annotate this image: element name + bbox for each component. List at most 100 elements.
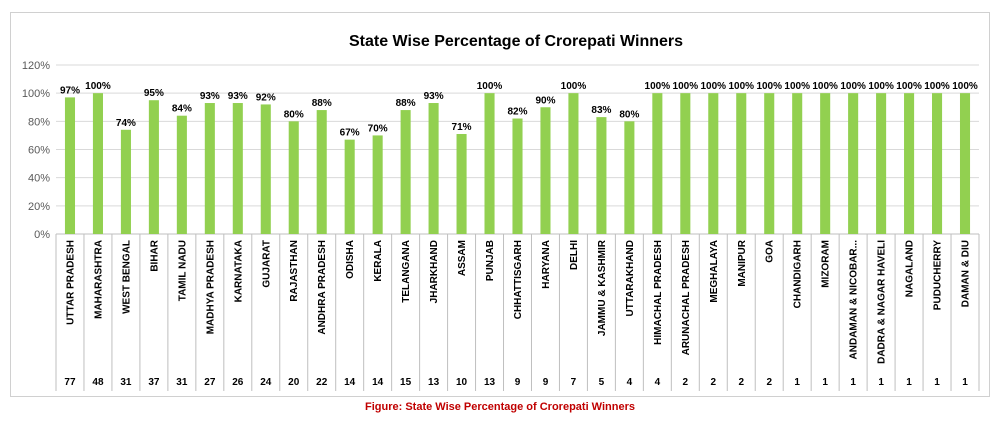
value-label: 71% xyxy=(452,122,472,133)
bar xyxy=(148,100,159,234)
count-label: 48 xyxy=(92,377,104,388)
value-label: 95% xyxy=(144,88,164,99)
count-label: 13 xyxy=(484,377,496,388)
category-label: PUNJAB xyxy=(485,240,496,281)
value-label: 88% xyxy=(312,98,332,109)
category-label: PUDUCHERRY xyxy=(933,240,944,311)
category-label: MADHYA PRADESH xyxy=(205,240,216,334)
count-label: 14 xyxy=(344,377,356,388)
value-label: 82% xyxy=(507,107,527,118)
count-label: 2 xyxy=(738,377,744,388)
count-label: 13 xyxy=(428,377,440,388)
value-label: 97% xyxy=(60,85,80,96)
chart-title: State Wise Percentage of Crorepati Winne… xyxy=(349,33,683,50)
bar xyxy=(260,104,271,234)
value-label: 100% xyxy=(561,81,587,92)
category-label: ODISHA xyxy=(345,240,356,279)
bar xyxy=(624,121,635,234)
y-tick-label: 60% xyxy=(28,145,50,157)
y-tick-label: 20% xyxy=(28,201,50,213)
category-label: TELANGANA xyxy=(401,240,412,303)
value-label: 100% xyxy=(952,81,978,92)
bar xyxy=(568,93,579,235)
count-label: 1 xyxy=(794,377,800,388)
count-label: 24 xyxy=(260,377,272,388)
value-label: 100% xyxy=(85,81,111,92)
y-tick-label: 80% xyxy=(28,116,50,128)
category-label: KARNATAKA xyxy=(233,240,244,302)
category-label: ASSAM xyxy=(457,240,468,276)
category-label: GUJARAT xyxy=(261,240,272,288)
bar xyxy=(372,135,383,234)
count-label: 31 xyxy=(120,377,132,388)
y-tick-label: 120% xyxy=(22,60,50,72)
bar xyxy=(288,121,299,234)
category-label: WEST BENGAL xyxy=(121,240,132,314)
value-label: 90% xyxy=(535,95,555,106)
bar xyxy=(764,93,775,235)
value-label: 100% xyxy=(728,81,754,92)
category-label: ANDHRA PRADESH xyxy=(317,240,328,335)
value-label: 100% xyxy=(673,81,699,92)
count-label: 7 xyxy=(571,377,577,388)
category-label: BIHAR xyxy=(149,239,160,271)
category-label: UTTARAKHAND xyxy=(625,240,636,316)
count-label: 4 xyxy=(627,377,633,388)
bar xyxy=(344,139,355,234)
count-label: 37 xyxy=(148,377,160,388)
bar xyxy=(708,93,719,235)
bar xyxy=(904,93,915,235)
bars xyxy=(64,93,971,235)
value-label: 100% xyxy=(477,81,503,92)
count-label: 1 xyxy=(962,377,968,388)
y-tick-label: 100% xyxy=(22,88,50,100)
value-label: 93% xyxy=(424,91,444,102)
value-label: 100% xyxy=(645,81,671,92)
category-label: MAHARASHTRA xyxy=(93,240,104,319)
value-label: 100% xyxy=(812,81,838,92)
bar xyxy=(92,93,103,235)
value-label: 100% xyxy=(924,81,950,92)
bar xyxy=(848,93,859,235)
value-label: 70% xyxy=(368,123,388,134)
value-label: 93% xyxy=(228,91,248,102)
category-label: UTTAR PRADESH xyxy=(65,240,76,325)
bar xyxy=(316,110,327,234)
bar xyxy=(456,134,467,234)
bar xyxy=(540,107,551,234)
count-label: 9 xyxy=(543,377,549,388)
bar xyxy=(932,93,943,235)
count-label: 2 xyxy=(711,377,717,388)
bar xyxy=(512,118,523,234)
bar xyxy=(820,93,831,235)
category-label: HIMACHAL PRADESH xyxy=(653,240,664,345)
count-label: 1 xyxy=(822,377,828,388)
bar xyxy=(680,93,691,235)
value-label: 80% xyxy=(619,109,639,120)
count-label: 9 xyxy=(515,377,521,388)
category-label: DELHI xyxy=(569,240,580,270)
bar xyxy=(792,93,803,235)
bar xyxy=(120,129,131,234)
count-label: 2 xyxy=(683,377,689,388)
category-label: DADRA & NAGAR HAVELI xyxy=(877,240,888,364)
category-label: DAMAN & DIU xyxy=(961,240,972,307)
count-label: 27 xyxy=(204,377,216,388)
count-label: 1 xyxy=(934,377,940,388)
category-label: CHANDIGARH xyxy=(793,240,804,308)
value-label: 67% xyxy=(340,128,360,139)
count-label: 1 xyxy=(850,377,856,388)
category-label: RAJASTHAN xyxy=(289,240,300,302)
bar xyxy=(652,93,663,235)
y-tick-label: 0% xyxy=(34,229,50,241)
y-axis-ticks: 0% 20% 40% 60% 80% 100% 120% xyxy=(22,60,50,241)
count-label: 31 xyxy=(176,377,188,388)
category-label: TAMIL NADU xyxy=(177,240,188,301)
bar xyxy=(484,93,495,235)
count-label: 5 xyxy=(599,377,605,388)
count-label: 14 xyxy=(372,377,384,388)
category-label: GOA xyxy=(765,240,776,263)
category-table: UTTAR PRADESH 77 MAHARASHTRA 48 WEST BENGAL 3… xyxy=(55,234,980,391)
value-label: 80% xyxy=(284,109,304,120)
bar xyxy=(596,117,607,234)
